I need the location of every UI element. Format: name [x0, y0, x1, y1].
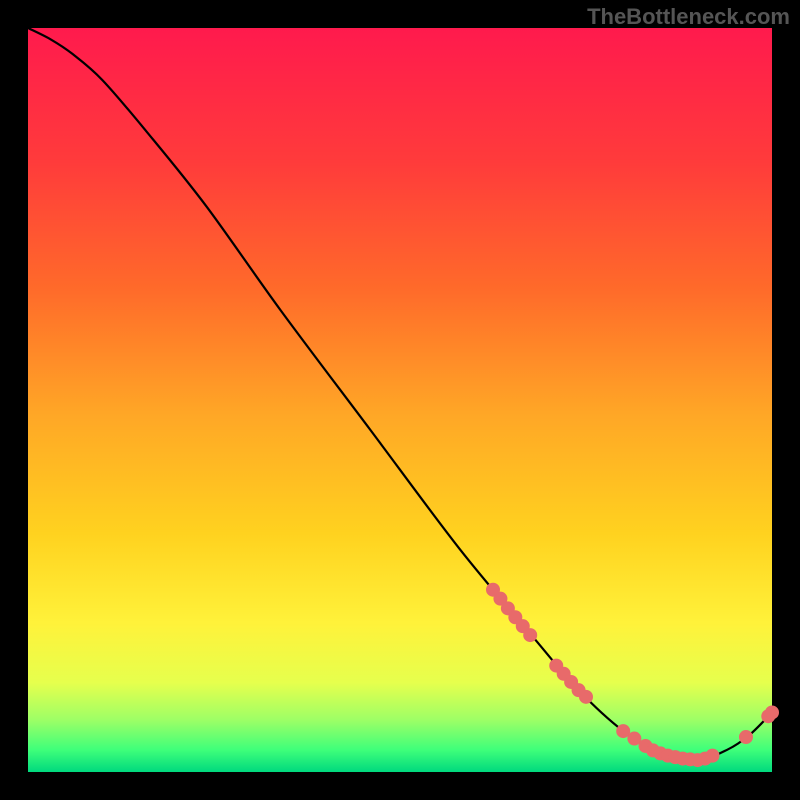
data-marker [580, 690, 593, 703]
data-marker [524, 629, 537, 642]
chart-container: TheBottleneck.com [0, 0, 800, 800]
data-marker [766, 706, 779, 719]
data-marker [617, 725, 630, 738]
data-marker [739, 731, 752, 744]
data-marker [706, 749, 719, 762]
plot-background [28, 28, 772, 772]
bottleneck-chart [0, 0, 800, 800]
watermark-label: TheBottleneck.com [587, 4, 790, 30]
data-marker [628, 732, 641, 745]
